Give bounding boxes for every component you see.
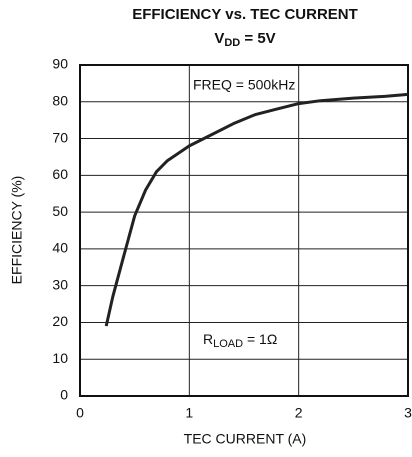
annotation-rest: = 1Ω [243,331,277,347]
x-tick-label: 3 [404,405,412,421]
annotation: RLOAD = 1Ω [203,331,277,350]
subtitle-rest: = 5V [240,30,275,47]
annotation-main: R [203,331,213,347]
line [104,92,409,327]
y-tick-label: 40 [52,240,68,256]
y-tick-label: 70 [52,129,68,145]
y-tick-label: 60 [52,166,68,182]
y-tick-label: 10 [52,350,68,366]
annotation: FREQ = 500kHz [193,77,295,93]
x-tick-label: 2 [295,405,303,421]
y-tick-label: 90 [52,56,68,72]
x-tick-label: 1 [185,405,193,421]
y-tick-label: 50 [52,203,68,219]
x-tick-label: 0 [76,405,84,421]
chart-title: EFFICIENCY vs. TEC CURRENT [132,6,358,23]
y-tick-label: 0 [60,387,68,403]
plot-frame [79,64,409,397]
y-tick-label: 80 [52,92,68,108]
y-axis-label: EFFICIENCY (%) [9,176,25,285]
annotation-sub: LOAD [213,338,243,350]
chart-subtitle: VDD = 5V [214,30,275,49]
subtitle-sub: DD [224,37,240,49]
y-tick-label: 20 [52,313,68,329]
subtitle-main: V [214,30,224,47]
x-axis-label: TEC CURRENT (A) [184,431,307,447]
y-tick-label: 30 [52,276,68,292]
